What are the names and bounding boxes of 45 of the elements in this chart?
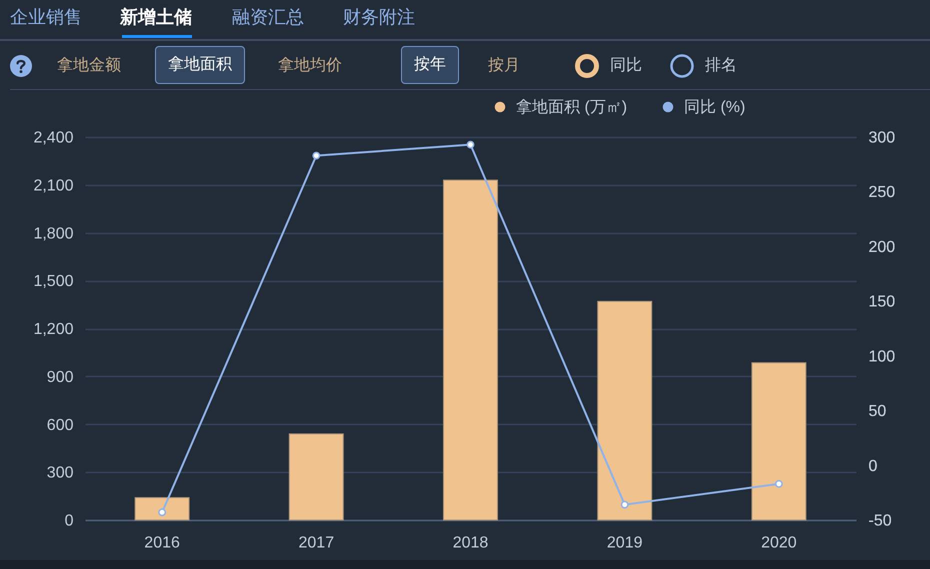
point [158, 508, 166, 516]
y2-tick-label: 100 [868, 348, 896, 366]
legend-label: 拿地面积 (万㎡) [516, 98, 628, 116]
y2-tick-label: -50 [868, 512, 892, 530]
y2-tick-label: 250 [868, 184, 896, 202]
legend-label: 同比 (%) [684, 98, 746, 116]
x-tick-label: 2020 [761, 534, 797, 552]
text: 排名 [705, 56, 737, 76]
y-tick-label: 1,500 [33, 273, 74, 290]
point [466, 140, 474, 149]
bar [288, 433, 344, 520]
y2-tick-label: 0 [868, 458, 878, 475]
text: 拿地金额 [57, 56, 121, 76]
text: 按月 [488, 56, 520, 76]
point [312, 152, 320, 160]
y-tick-label: 2,400 [33, 130, 74, 146]
text: 企业销售 [10, 6, 82, 29]
x-tick-label: 2019 [606, 534, 643, 552]
y2-tick-label: 200 [868, 238, 896, 256]
bar [751, 362, 806, 520]
x-tick-label: 2018 [452, 534, 488, 552]
y-tick-label: 1,200 [33, 321, 74, 338]
point [620, 500, 629, 509]
y-tick-label: 2,100 [33, 177, 74, 194]
bar [597, 300, 652, 520]
text: 拿地均价 [278, 56, 342, 76]
text: 融资汇总 [232, 6, 304, 29]
y-tick-label: 600 [46, 416, 74, 434]
x-tick-label: 2017 [298, 534, 334, 552]
y2-tick-label: 50 [868, 403, 886, 420]
y-tick-label: 0 [64, 512, 74, 530]
button: 拿地面积 [155, 46, 245, 84]
bar [134, 497, 190, 520]
text: 同比 [610, 56, 642, 76]
text: 财务附注 [343, 6, 415, 29]
bar [443, 180, 498, 520]
button: 按年 [401, 46, 459, 84]
text: 新增土储 [120, 6, 192, 29]
point [774, 480, 783, 488]
x-tick-label: 2016 [144, 534, 180, 552]
y-tick-label: 1,800 [33, 225, 74, 242]
y-tick-label: 900 [46, 368, 74, 386]
y-tick-label: 300 [46, 464, 74, 482]
y2-tick-label: 300 [868, 130, 896, 146]
y2-tick-label: 150 [868, 294, 896, 311]
